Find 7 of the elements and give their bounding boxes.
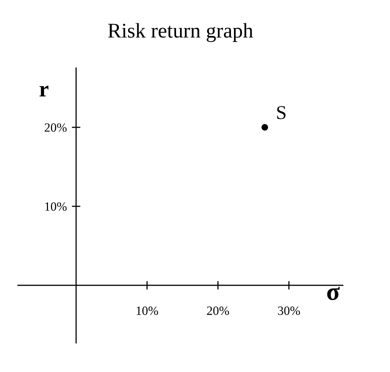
x-axis-title: σ (327, 286, 340, 300)
y-axis-title: r (40, 86, 48, 96)
x-tick-label: 10% (136, 306, 158, 315)
x-tick-label: 30% (278, 306, 300, 315)
annotation: S (277, 106, 286, 120)
chart-title: Risk return graph (108, 23, 253, 42)
x-tick-label: 20% (207, 306, 229, 315)
